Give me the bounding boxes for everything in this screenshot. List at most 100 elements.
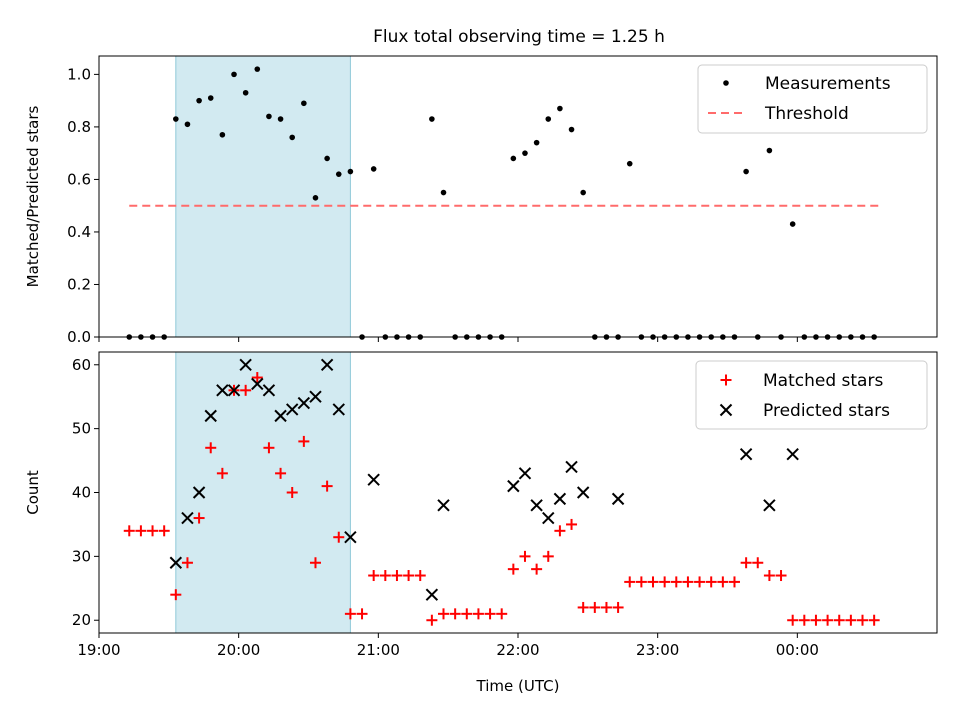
matched-star-point: [577, 601, 589, 613]
predicted-star-point: [332, 403, 345, 416]
predicted-star-point: [507, 479, 520, 493]
y-tick-label: 60: [72, 356, 91, 374]
matched-star-point: [705, 576, 717, 588]
matched-star-point: [379, 570, 391, 582]
measurement-point: [254, 66, 261, 72]
matched-star-point: [670, 576, 682, 588]
count-legend: Matched stars Predicted stars: [695, 360, 928, 430]
measurement-point: [277, 116, 284, 122]
matched-star-point: [763, 570, 775, 582]
matched-star-point: [472, 608, 484, 620]
legend-box: [697, 64, 928, 134]
measurement-point: [196, 97, 202, 104]
predicted-star-point: [344, 530, 357, 544]
measurement-point: [324, 155, 330, 162]
y-tick-label: 1.0: [67, 65, 91, 83]
observing-span: [175, 351, 351, 634]
predicted-star-point: [553, 492, 567, 506]
figure-title: Flux total observing time = 1.25 h: [373, 27, 665, 47]
matched-star-point: [368, 570, 380, 582]
predicted-star-point: [739, 447, 753, 461]
matched-star-point: [286, 487, 298, 498]
predicted-star-point: [576, 486, 590, 499]
predicted-star-point: [309, 390, 322, 403]
measurement-point: [184, 121, 191, 128]
ratio-y-axis-ticks: 0.0 0.2 0.4 0.6 0.8 1.0: [67, 65, 99, 346]
matched-star-point: [216, 467, 228, 479]
matched-star-point: [857, 614, 869, 626]
matched-star-point: [589, 601, 601, 613]
matched-star-point: [787, 614, 799, 626]
matched-star-point: [507, 563, 519, 575]
observing-span: [175, 55, 351, 338]
predicted-star-point: [367, 473, 380, 486]
matched-star-point: [810, 614, 822, 626]
x-tick-label: 21:00: [357, 641, 400, 659]
ratio-x-axis-ticks: [98, 337, 798, 342]
predicted-star-point: [251, 377, 264, 391]
matched-star-point: [391, 570, 403, 582]
matched-star-point: [728, 576, 740, 588]
predicted-star-point: [565, 460, 578, 474]
matched-star-point: [845, 614, 857, 626]
x-tick-label: 00:00: [776, 641, 819, 659]
matched-star-point: [403, 570, 415, 582]
y-tick-label: 0.0: [67, 328, 91, 346]
measurement-point: [289, 134, 296, 141]
measurement-point: [335, 171, 342, 177]
predicted-star-point: [181, 511, 194, 525]
matched-star-point: [519, 550, 531, 562]
measurement-point: [626, 160, 633, 167]
measurement-point: [173, 116, 179, 122]
matched-star-point: [542, 550, 554, 562]
measurement-point: [370, 166, 377, 172]
predicted-star-point: [786, 447, 799, 461]
matched-star-point: [717, 576, 729, 588]
matched-star-point: [740, 557, 752, 569]
measurement-point: [301, 100, 307, 107]
matched-star-point: [321, 480, 333, 492]
predicted-star-point: [437, 499, 450, 512]
y-tick-label: 0.6: [67, 170, 91, 188]
predicted-star-point: [285, 403, 299, 416]
matched-star-point: [449, 608, 461, 620]
x-tick-label: 20:00: [217, 641, 260, 659]
measurement-point: [789, 221, 796, 227]
ratio-observing-span: [175, 55, 351, 338]
measurement-point: [312, 195, 319, 201]
matched-star-point: [356, 608, 368, 620]
matched-star-point: [798, 614, 810, 626]
legend-measurements-marker: [723, 80, 729, 86]
matched-star-point: [263, 442, 275, 454]
measurement-point: [743, 168, 749, 175]
matched-star-point: [205, 442, 217, 454]
matched-star-point: [531, 563, 543, 575]
ratio-panel: 0.0 0.2 0.4 0.6 0.8 1.0 Matched/Predicted sta…: [24, 55, 938, 346]
measurement-point: [545, 116, 552, 122]
y-tick-label: 0.2: [67, 275, 91, 293]
measurement-point: [219, 131, 226, 138]
count-y-axis-label: Count: [24, 470, 42, 515]
matched-star-point: [344, 608, 356, 620]
measurement-point: [533, 139, 540, 146]
y-tick-label: 20: [72, 611, 91, 629]
y-tick-label: 50: [72, 420, 91, 438]
predicted-stars-series: [169, 358, 799, 601]
measurement-point: [231, 71, 237, 78]
matched-star-point: [438, 608, 450, 620]
matched-star-point: [635, 576, 647, 588]
matched-star-point: [275, 467, 287, 479]
matched-star-point: [624, 576, 636, 588]
count-y-axis-ticks: 20 30 40 50 60: [72, 356, 99, 629]
predicted-star-point: [216, 384, 229, 397]
predicted-star-point: [192, 486, 206, 499]
matched-star-point: [647, 576, 659, 588]
matched-stars-series: [123, 372, 880, 626]
legend-box: [695, 360, 928, 430]
matched-star-point: [833, 614, 845, 626]
matched-star-point: [158, 525, 170, 537]
matched-star-point: [822, 614, 834, 626]
matched-star-point: [309, 557, 321, 569]
predicted-star-point: [542, 511, 555, 525]
measurement-point: [557, 105, 563, 112]
